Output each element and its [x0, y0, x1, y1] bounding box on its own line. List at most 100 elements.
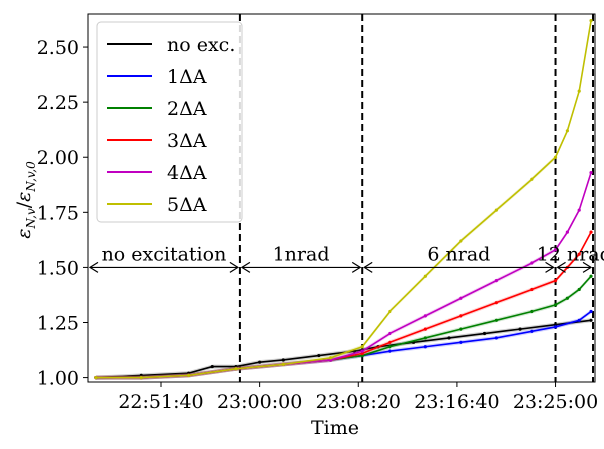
- data-point: [447, 336, 451, 340]
- data-point: [139, 375, 143, 380]
- data-point: [577, 318, 581, 322]
- annotation-arrowhead-right: [582, 261, 593, 273]
- y-tick-label: 2.25: [37, 92, 79, 114]
- data-point: [360, 345, 364, 349]
- data-point: [565, 296, 569, 300]
- annotation-label: 12 nrad: [537, 243, 604, 265]
- data-point: [388, 331, 392, 336]
- data-point: [360, 353, 364, 358]
- data-point: [577, 252, 581, 256]
- data-point: [459, 314, 463, 318]
- x-axis: 22:51:40 23:00:00 23:08:20 23:16:40 23:25:00: [118, 382, 598, 413]
- data-point: [494, 336, 498, 340]
- data-point: [423, 274, 427, 278]
- data-point: [553, 155, 558, 159]
- data-point: [459, 296, 463, 300]
- data-point: [423, 336, 427, 340]
- legend-label: 1ΔA: [167, 66, 207, 88]
- data-point: [589, 309, 593, 314]
- data-point: [530, 309, 534, 314]
- annotation-arrowhead-right: [351, 261, 362, 273]
- annotation-label: no excitation: [102, 243, 227, 265]
- data-point: [577, 287, 581, 292]
- data-point: [94, 375, 98, 380]
- data-point: [423, 327, 427, 331]
- data-point: [317, 353, 321, 358]
- y-axis-title: εN,v/εN,v,0: [13, 161, 38, 239]
- data-point: [388, 345, 392, 349]
- annotation-arrowhead-right: [545, 261, 555, 273]
- data-point: [482, 331, 487, 336]
- annotation-arrowhead-left: [556, 261, 566, 273]
- data-point: [423, 345, 427, 349]
- x-tick-label: 23:08:20: [316, 391, 401, 413]
- x-tick-label: 22:51:40: [118, 391, 203, 413]
- series-group: [94, 18, 593, 380]
- data-point: [187, 373, 191, 377]
- data-point: [589, 171, 593, 175]
- data-point: [553, 279, 558, 283]
- annotation-label: 1nrad: [273, 243, 330, 265]
- legend-label: 3ΔA: [167, 130, 207, 152]
- data-point: [388, 349, 392, 353]
- data-point: [494, 208, 498, 212]
- plot-frame: [87, 13, 596, 383]
- interval-annotations: no excitation 1nrad 6 nrad 12 nrad: [88, 243, 604, 273]
- data-point: [518, 327, 522, 331]
- data-point: [553, 248, 558, 252]
- annotation-arrowhead-right: [229, 261, 240, 273]
- x-axis-title: Time: [311, 417, 359, 439]
- y-tick-label: 2.50: [37, 37, 79, 59]
- y-tick-label: 1.00: [37, 368, 79, 390]
- x-tick-label: 23:00:00: [217, 391, 302, 413]
- series-error-band: [95, 318, 592, 380]
- data-point: [360, 351, 364, 355]
- data-point: [234, 364, 238, 369]
- annotation-arrowhead-left: [88, 261, 99, 273]
- data-point: [577, 89, 581, 93]
- y-axis: 1.00 1.25 1.50 1.75 2.00 2.25 2.50: [37, 37, 88, 390]
- data-point: [459, 340, 463, 344]
- data-point: [210, 364, 214, 369]
- annotation-arrowhead-left: [240, 261, 251, 273]
- data-point: [589, 318, 593, 322]
- data-point: [494, 301, 498, 305]
- data-point: [589, 230, 593, 234]
- x-tick-label: 23:16:40: [414, 391, 499, 413]
- data-point: [565, 230, 569, 234]
- data-point: [234, 367, 238, 371]
- data-point: [553, 323, 558, 327]
- data-point: [187, 371, 191, 375]
- series-line: [95, 319, 592, 379]
- data-point: [388, 309, 392, 314]
- data-point: [423, 314, 427, 318]
- data-point: [565, 129, 569, 133]
- data-point: [139, 373, 143, 377]
- data-point: [530, 177, 534, 181]
- data-point: [494, 318, 498, 322]
- data-point: [530, 329, 534, 333]
- data-point: [329, 358, 333, 362]
- data-point: [589, 19, 593, 23]
- annotation-arrowhead-left: [363, 261, 373, 273]
- legend-label: 2ΔA: [167, 98, 207, 120]
- data-point: [530, 287, 534, 292]
- data-point: [459, 327, 463, 331]
- data-point: [494, 279, 498, 283]
- series-line: [95, 20, 592, 379]
- data-point: [577, 208, 581, 212]
- data-point: [459, 239, 463, 243]
- annotation-label: 6 nrad: [427, 243, 490, 265]
- data-point: [388, 340, 392, 344]
- data-point: [360, 349, 364, 353]
- data-point: [589, 274, 593, 278]
- data-point: [553, 325, 558, 329]
- data-point: [281, 362, 285, 366]
- data-point: [281, 358, 285, 362]
- y-tick-label: 1.75: [37, 202, 79, 224]
- legend-label: 5ΔA: [167, 194, 207, 216]
- data-point: [553, 303, 558, 307]
- data-point: [329, 356, 333, 360]
- data-point: [258, 360, 262, 364]
